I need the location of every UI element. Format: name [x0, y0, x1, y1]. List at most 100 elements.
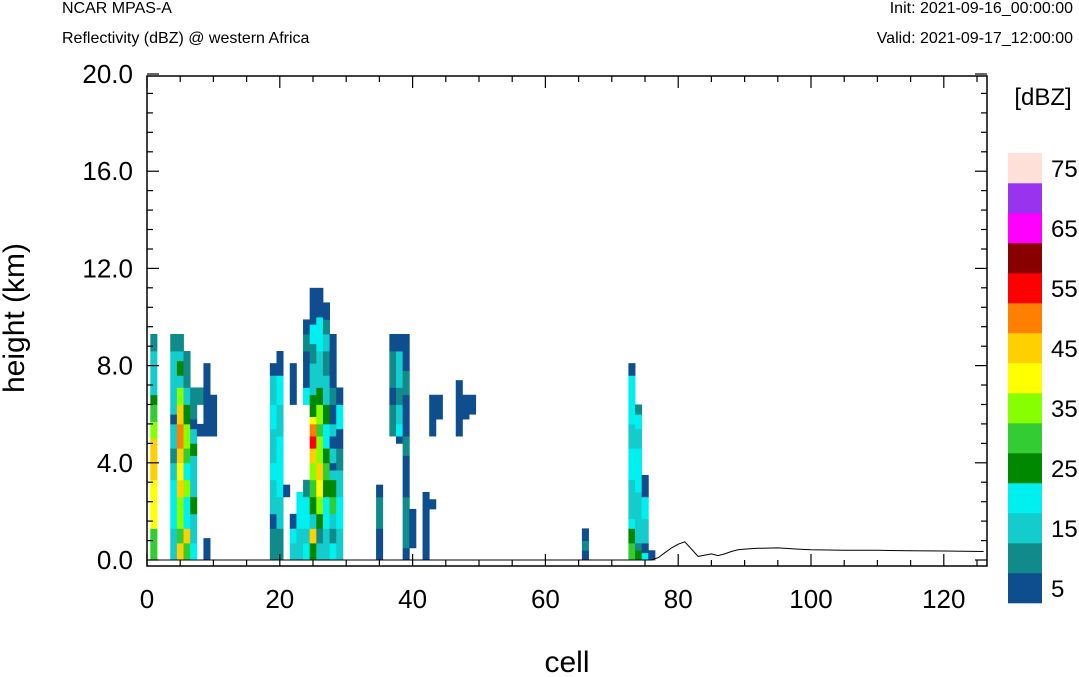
- reflectivity-cell: [429, 499, 437, 510]
- reflectivity-cell: [316, 287, 324, 318]
- colorbar-swatch: [1008, 513, 1042, 544]
- y-tick-label: 12.0: [82, 253, 133, 283]
- reflectivity-cell: [376, 484, 384, 498]
- x-tick-label: 120: [922, 584, 965, 614]
- reflectivity-cell: [176, 360, 184, 376]
- reflectivity-cell: [150, 394, 158, 405]
- reflectivity-cell: [336, 496, 344, 529]
- reflectivity-cell: [329, 528, 337, 544]
- reflectivity-cell: [635, 491, 643, 544]
- reflectivity-cell: [269, 528, 277, 561]
- reflectivity-cell: [309, 436, 317, 449]
- axis-ticks: [146, 73, 987, 566]
- reflectivity-cell: [303, 319, 311, 335]
- reflectivity-cell: [183, 351, 191, 388]
- reflectivity-cell: [183, 448, 191, 464]
- y-tick-label: 8.0: [97, 351, 133, 381]
- reflectivity-cell: [283, 484, 291, 498]
- reflectivity-cell: [389, 387, 397, 405]
- reflectivity-cell: [303, 542, 311, 561]
- reflectivity-cell: [641, 518, 649, 544]
- x-tick-label: 100: [789, 584, 832, 614]
- reflectivity-cell: [276, 351, 284, 376]
- reflectivity-cell: [316, 479, 324, 498]
- reflectivity-cell: [316, 351, 324, 388]
- reflectivity-cell: [170, 351, 178, 415]
- colorbar-label: 25: [1051, 456, 1078, 483]
- reflectivity-cell: [628, 363, 636, 376]
- reflectivity-cell: [176, 404, 184, 425]
- reflectivity-cell: [176, 542, 184, 561]
- x-tick-label: 80: [664, 584, 693, 614]
- reflectivity-cell: [150, 351, 158, 396]
- colorbar-label: 75: [1051, 156, 1078, 183]
- reflectivity-cell: [635, 414, 643, 430]
- reflectivity-cell: [309, 416, 317, 425]
- reflectivity-cell: [176, 528, 184, 544]
- reflectivity-cell: [389, 404, 397, 437]
- reflectivity-cell: [641, 542, 649, 554]
- reflectivity-cell: [402, 436, 410, 456]
- reflectivity-cell: [309, 324, 317, 345]
- reflectivity-cell: [190, 455, 198, 498]
- reflectivity-cell: [409, 508, 417, 549]
- reflectivity-cell: [276, 528, 284, 561]
- plot-subtitle: Reflectivity (dBZ) @ western Africa: [62, 30, 310, 47]
- reflectivity-cell: [150, 479, 158, 529]
- reflectivity-cell: [628, 542, 636, 561]
- y-tick-label: 16.0: [82, 156, 133, 186]
- reflectivity-cell: [296, 491, 304, 529]
- reflectivity-cell: [628, 448, 636, 481]
- reflectivity-cell: [316, 423, 324, 437]
- colorbar-swatch: [1008, 303, 1042, 334]
- reflectivity-cell: [183, 496, 191, 529]
- reflectivity-cell: [402, 370, 410, 396]
- reflectivity-cell: [628, 423, 636, 449]
- reflectivity-cell: [322, 496, 330, 529]
- reflectivity-cell: [635, 428, 643, 449]
- reflectivity-cell: [289, 363, 297, 405]
- colorbar-unit-label: [dBZ]: [1014, 84, 1071, 111]
- reflectivity-cell: [309, 343, 317, 364]
- reflectivity-cell: [183, 404, 191, 425]
- reflectivity-cell: [183, 479, 191, 498]
- reflectivity-cell: [316, 462, 324, 481]
- reflectivity-cell: [303, 496, 311, 529]
- reflectivity-cell: [329, 470, 337, 481]
- reflectivity-cell: [196, 423, 204, 437]
- reflectivity-cell: [303, 387, 311, 405]
- reflectivity-cell: [316, 404, 324, 425]
- colorbar-label: 35: [1051, 396, 1078, 423]
- reflectivity-cell: [309, 394, 317, 418]
- reflectivity-cell: [276, 404, 284, 437]
- reflectivity-cell: [183, 423, 191, 449]
- reflectivity-cell: [581, 528, 589, 541]
- reflectivity-cell: [190, 419, 198, 430]
- reflectivity-cell: [641, 496, 649, 520]
- reflectivity-cell: [322, 479, 330, 498]
- reflectivity-cell: [336, 387, 344, 405]
- reflectivity-cell: [309, 513, 317, 529]
- reflectivity-cell: [469, 394, 477, 415]
- reflectivity-cell: [296, 528, 304, 561]
- reflectivity-cell: [329, 496, 337, 515]
- reflectivity-cell: [269, 428, 277, 464]
- reflectivity-cell: [269, 404, 277, 430]
- colorbar-label: 15: [1051, 516, 1078, 543]
- reflectivity-cell: [170, 334, 178, 352]
- reflectivity-cell: [170, 448, 178, 464]
- reflectivity-cell: [269, 462, 277, 481]
- reflectivity-cell: [316, 542, 324, 561]
- reflectivity-cell: [170, 423, 178, 449]
- y-tick-label: 20.0: [82, 59, 133, 89]
- reflectivity-cell: [316, 496, 324, 515]
- reflectivity-cell: [322, 375, 330, 405]
- reflectivity-cell: [150, 528, 158, 561]
- reflectivity-cell: [396, 387, 404, 405]
- reflectivity-cell: [190, 542, 198, 561]
- colorbar-swatch: [1008, 153, 1042, 184]
- reflectivity-cell: [309, 542, 317, 561]
- reflectivity-cell: [389, 334, 397, 352]
- reflectivity-cell: [316, 528, 324, 544]
